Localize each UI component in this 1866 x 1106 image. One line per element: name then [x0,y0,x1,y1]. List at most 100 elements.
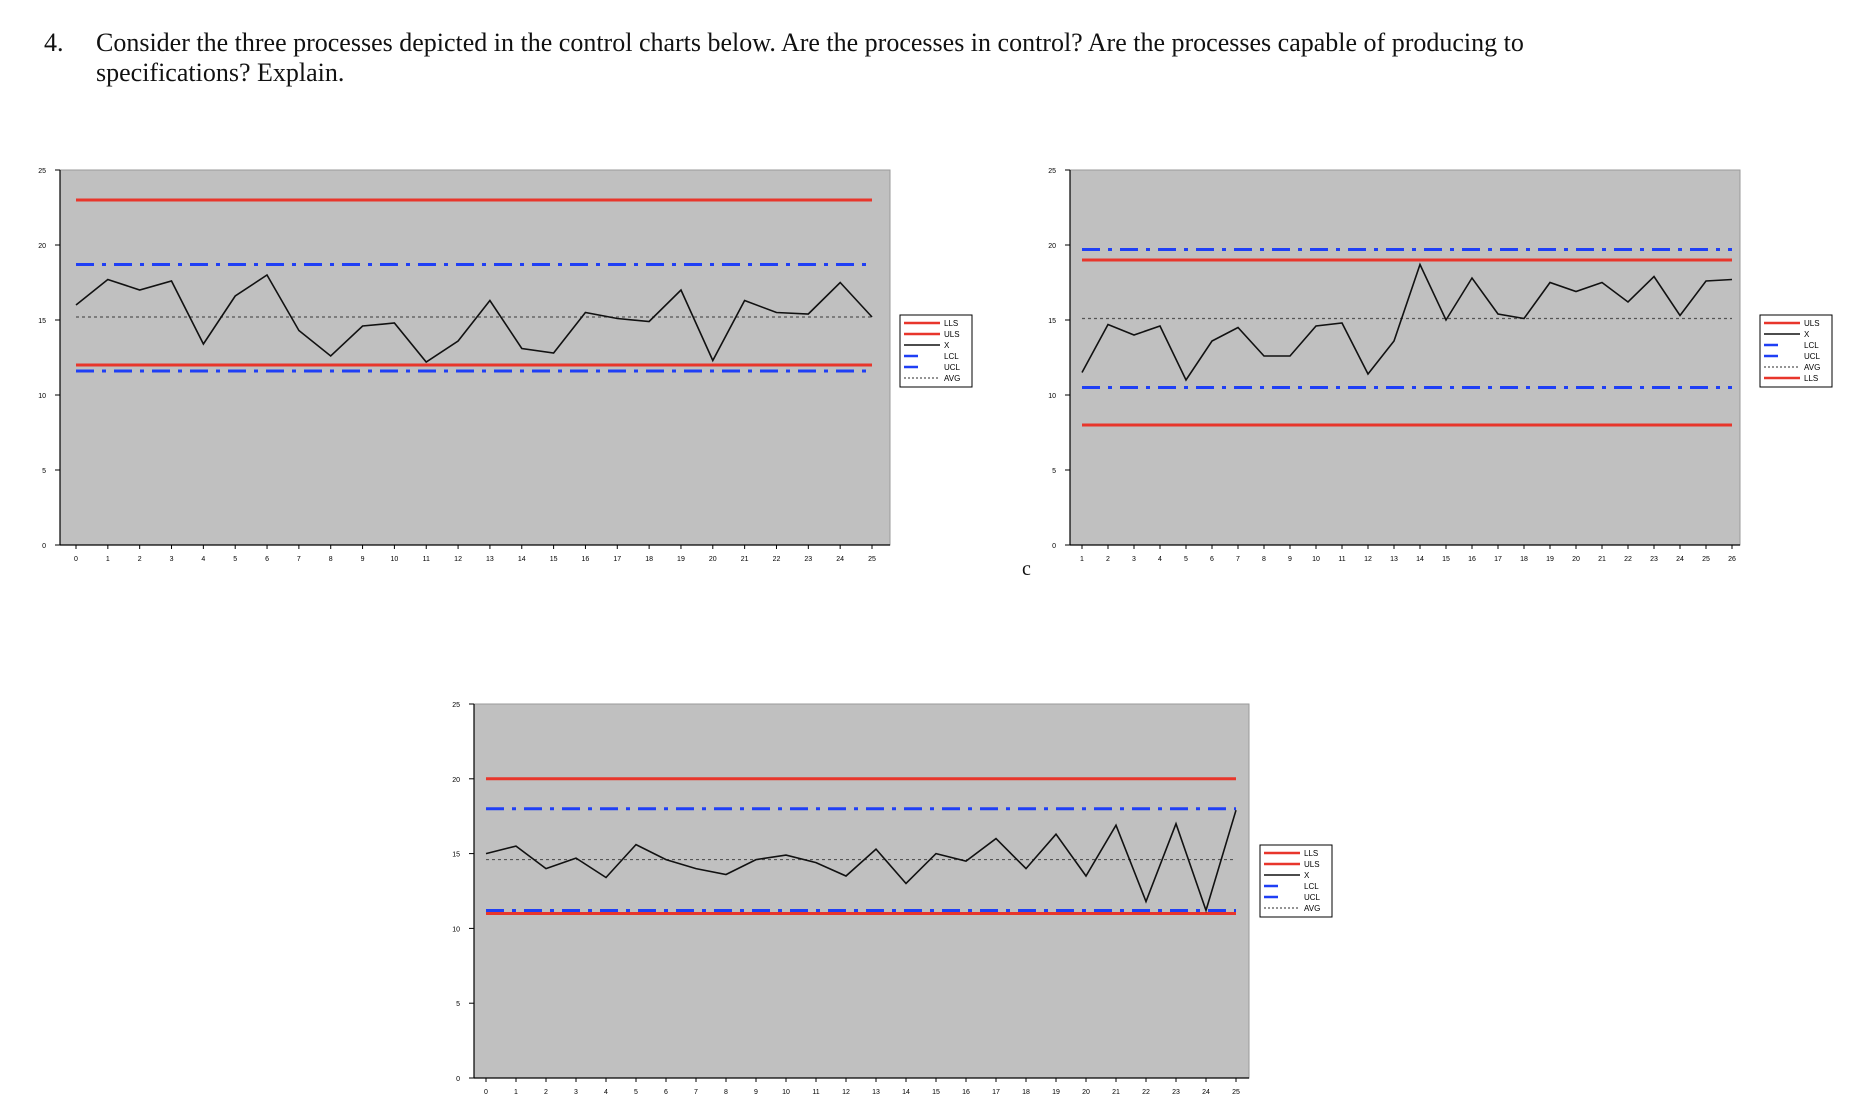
question-text: Consider the three processes depicted in… [96,28,1524,87]
y-tick-label: 5 [42,468,46,475]
x-tick-label: 6 [265,556,269,563]
y-tick-label: 20 [38,243,46,250]
x-tick-label: 16 [582,556,590,563]
legend-label-avg: AVG [1804,363,1820,372]
y-tick-label: 5 [1052,468,1056,475]
x-tick-label: 3 [170,556,174,563]
x-tick-label: 16 [1468,556,1476,563]
legend-label-uls: ULS [944,330,960,339]
x-tick-label: 0 [484,1089,488,1096]
legend-label-lls: LLS [1804,374,1818,383]
y-tick-label: 20 [452,777,460,784]
x-tick-label: 2 [138,556,142,563]
y-tick-label: 0 [42,543,46,550]
x-tick-label: 4 [1158,556,1162,563]
legend: LLS ULS X LCL UCL AVG [1259,844,1333,918]
x-tick-label: 6 [664,1089,668,1096]
x-tick-label: 6 [1210,556,1214,563]
x-tick-label: 21 [1112,1089,1120,1096]
x-tick-label: 12 [454,556,462,563]
legend-box [899,314,973,388]
legend-label-lls: LLS [1304,849,1318,858]
legend-label-uls: ULS [1804,319,1820,328]
legend-label-avg: AVG [1304,904,1320,913]
x-tick-label: 1 [106,556,110,563]
legend-label-ucl: UCL [1304,893,1321,902]
legend-label-avg: AVG [944,374,960,383]
x-tick-label: 25 [1702,556,1710,563]
x-tick-label: 24 [1676,556,1684,563]
y-tick-label: 15 [38,318,46,325]
x-tick-label: 11 [423,556,430,563]
x-tick-label: 4 [604,1089,608,1096]
x-tick-label: 20 [1572,556,1580,563]
x-tick-label: 14 [902,1089,910,1096]
x-tick-label: 22 [1142,1089,1150,1096]
legend-label-lcl: LCL [1304,882,1319,891]
x-tick-label: 17 [1494,556,1502,563]
x-tick-label: 21 [741,556,749,563]
legend-box [1259,844,1333,918]
legend-label-ucl: UCL [944,363,961,372]
x-tick-label: 17 [992,1089,1000,1096]
x-tick-label: 12 [842,1089,850,1096]
x-tick-label: 23 [1650,556,1658,563]
x-tick-label: 1 [1080,556,1084,563]
series-x-line [485,809,1237,914]
x-tick-label: 24 [1202,1089,1210,1096]
x-tick-label: 8 [329,556,333,563]
x-tick-label: 23 [1172,1089,1180,1096]
x-tick-label: 5 [1184,556,1188,563]
legend-label-lcl: LCL [1804,341,1819,350]
legend: LLS ULS X LCL UCL AVG [899,314,973,388]
series-x-line [75,273,873,364]
legend-label-ucl: UCL [1804,352,1821,361]
y-tick-label: 25 [38,168,46,175]
x-tick-label: 13 [872,1089,880,1096]
x-tick-label: 13 [1390,556,1398,563]
y-tick-label: 10 [452,926,460,933]
x-tick-label: 7 [694,1089,698,1096]
legend-label-lcl: LCL [944,352,959,361]
legend-label-x: X [1804,330,1810,339]
x-tick-label: 14 [518,556,526,563]
legend: ULS X LCL UCL AVG LLS [1759,314,1833,388]
x-tick-label: 10 [782,1089,790,1096]
plot-area [59,169,891,546]
x-tick-label: 5 [634,1089,638,1096]
x-tick-label: 11 [812,1089,819,1096]
x-tick-label: 23 [804,556,812,563]
x-tick-label: 4 [201,556,205,563]
y-tick-label: 5 [456,1001,460,1008]
x-tick-label: 18 [1022,1089,1030,1096]
x-tick-label: 25 [868,556,876,563]
x-tick-label: 21 [1598,556,1606,563]
y-tick-label: 25 [452,702,460,709]
x-tick-label: 22 [1624,556,1632,563]
x-tick-label: 19 [1052,1089,1060,1096]
legend-label-x: X [1304,871,1310,880]
y-tick-label: 15 [452,852,460,859]
y-tick-label: 20 [1048,243,1056,250]
x-tick-label: 19 [1546,556,1554,563]
x-tick-label: 5 [233,556,237,563]
x-tick-label: 22 [773,556,781,563]
x-tick-label: 26 [1728,556,1736,563]
x-tick-label: 14 [1416,556,1424,563]
x-tick-label: 8 [724,1089,728,1096]
x-tick-label: 3 [1132,556,1136,563]
x-tick-label: 1 [514,1089,518,1096]
x-tick-label: 17 [613,556,621,563]
x-tick-label: 11 [1338,556,1345,563]
x-tick-label: 20 [1082,1089,1090,1096]
x-tick-label: 7 [1236,556,1240,563]
x-tick-label: 13 [486,556,494,563]
x-tick-label: 18 [1520,556,1528,563]
x-tick-label: 10 [391,556,399,563]
x-tick-label: 18 [645,556,653,563]
legend-label-lls: LLS [944,319,958,328]
plot-area [1069,169,1741,546]
panel-label: c [1022,558,1031,580]
